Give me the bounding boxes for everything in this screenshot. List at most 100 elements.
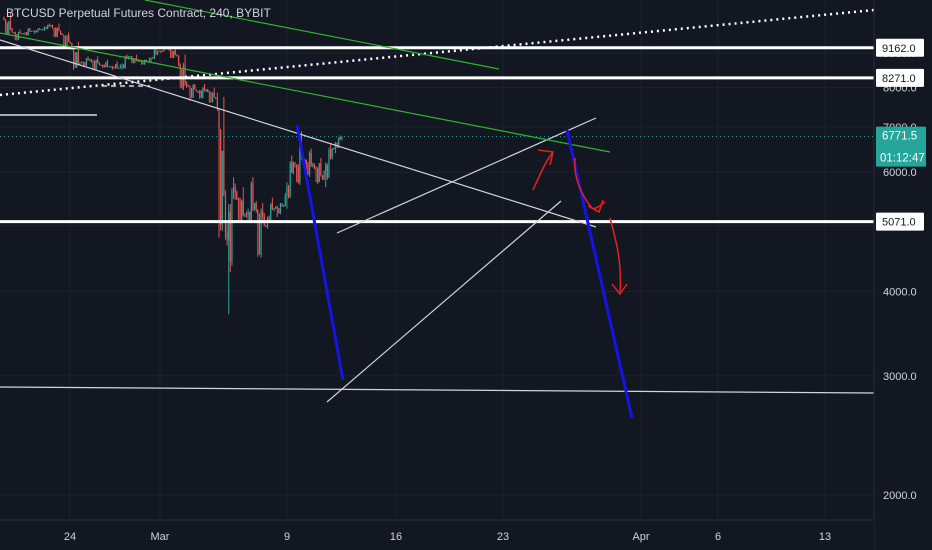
candle-body	[179, 65, 181, 70]
candle-body	[140, 60, 143, 62]
candle-body	[328, 150, 330, 178]
candle-body	[253, 203, 256, 211]
candle-body	[95, 59, 97, 69]
candle-body	[43, 27, 46, 30]
candle-body	[111, 66, 113, 68]
candle-body	[325, 165, 327, 171]
candle-body	[202, 87, 204, 99]
candle-body	[134, 58, 136, 63]
candle-body	[318, 163, 320, 183]
candle-body	[213, 92, 215, 98]
arrowhead	[611, 283, 628, 296]
candle-body	[326, 165, 328, 178]
candle-body	[22, 33, 24, 35]
time-axis[interactable]: 24 Mar 9 16 23 Apr 6 13	[0, 519, 874, 550]
candle-body	[32, 30, 34, 32]
projection-arrow	[609, 217, 622, 293]
chart-grid	[0, 0, 874, 520]
candle-body	[242, 201, 244, 215]
candle-body	[42, 29, 44, 31]
candle-body	[312, 164, 314, 166]
candle-body	[114, 64, 117, 69]
candle-body	[92, 61, 94, 63]
candle-body	[338, 137, 340, 148]
arrowhead	[587, 199, 604, 214]
candle-body	[108, 66, 110, 68]
candle-body	[61, 34, 63, 36]
candle-body	[273, 208, 275, 210]
candle-body	[281, 203, 283, 207]
price-axis[interactable]: 2000.03000.04000.05000.06000.07000.08000…	[873, 0, 932, 550]
candle-body	[110, 66, 112, 68]
candle-body	[51, 24, 54, 29]
drawings-layer	[0, 0, 875, 419]
candle-body	[305, 159, 307, 164]
candle-body	[194, 85, 196, 90]
candle-body	[291, 162, 293, 173]
current-price-text: 6771.5	[882, 131, 917, 143]
candle-body	[215, 97, 217, 99]
candle-body	[131, 56, 133, 59]
candle-body	[171, 50, 173, 58]
candle-body	[174, 50, 176, 55]
candle-body	[144, 59, 146, 65]
candle-body	[270, 204, 272, 220]
candle-body	[124, 56, 126, 68]
interval-label: 240	[209, 6, 230, 20]
white-trendline	[336, 117, 597, 234]
dotted-trendline	[0, 8, 875, 97]
level-price-text: 9162.0	[882, 43, 916, 55]
candle-body	[82, 61, 84, 63]
candle-body	[66, 35, 68, 47]
candle-body	[137, 60, 139, 62]
candle-body	[55, 28, 57, 37]
candle-body	[313, 164, 315, 168]
chart-title: BTCUSD Perpetual Futures Contract, 240, …	[6, 6, 271, 20]
candle-body	[262, 211, 264, 217]
candle-body	[284, 195, 286, 206]
candle-body	[21, 33, 23, 35]
candle-body	[271, 204, 273, 210]
candle-body	[208, 91, 210, 93]
candle-body	[148, 58, 151, 62]
candle-body	[329, 150, 332, 158]
price-tick-label: 3000.0	[883, 371, 917, 383]
candle-body	[275, 206, 277, 209]
candle-body	[26, 32, 28, 36]
candle-body	[258, 215, 261, 255]
candle-body	[48, 24, 50, 27]
candle-body	[299, 143, 301, 183]
arrowhead	[537, 149, 554, 166]
candle-body	[268, 217, 270, 220]
candle-body	[176, 54, 178, 57]
candle-body	[221, 150, 223, 225]
title-separator-1: ,	[202, 6, 210, 20]
candle-body	[249, 211, 251, 220]
candle-body	[152, 57, 154, 59]
candle-body	[90, 59, 92, 62]
candle-body	[216, 98, 218, 109]
candle-body	[24, 32, 26, 34]
candle-body	[234, 186, 236, 193]
candle-body	[118, 68, 120, 70]
candle-body	[161, 50, 164, 52]
time-tick-label: 16	[390, 531, 402, 543]
candle-body	[236, 192, 238, 199]
candle-body	[38, 28, 41, 30]
candle-body	[29, 28, 31, 32]
time-tick-label: Mar	[151, 531, 170, 543]
candle-body	[232, 186, 235, 191]
candle-body	[139, 60, 141, 62]
candle-body	[158, 50, 160, 52]
candle-body	[224, 195, 227, 232]
candle-body	[310, 152, 312, 166]
candle-body	[142, 60, 144, 65]
candle-body	[27, 28, 29, 36]
candle-body	[278, 208, 280, 214]
candle-body	[296, 164, 298, 167]
candle-body	[320, 163, 322, 176]
level-price-tag	[876, 68, 924, 87]
candle-body	[339, 137, 341, 140]
